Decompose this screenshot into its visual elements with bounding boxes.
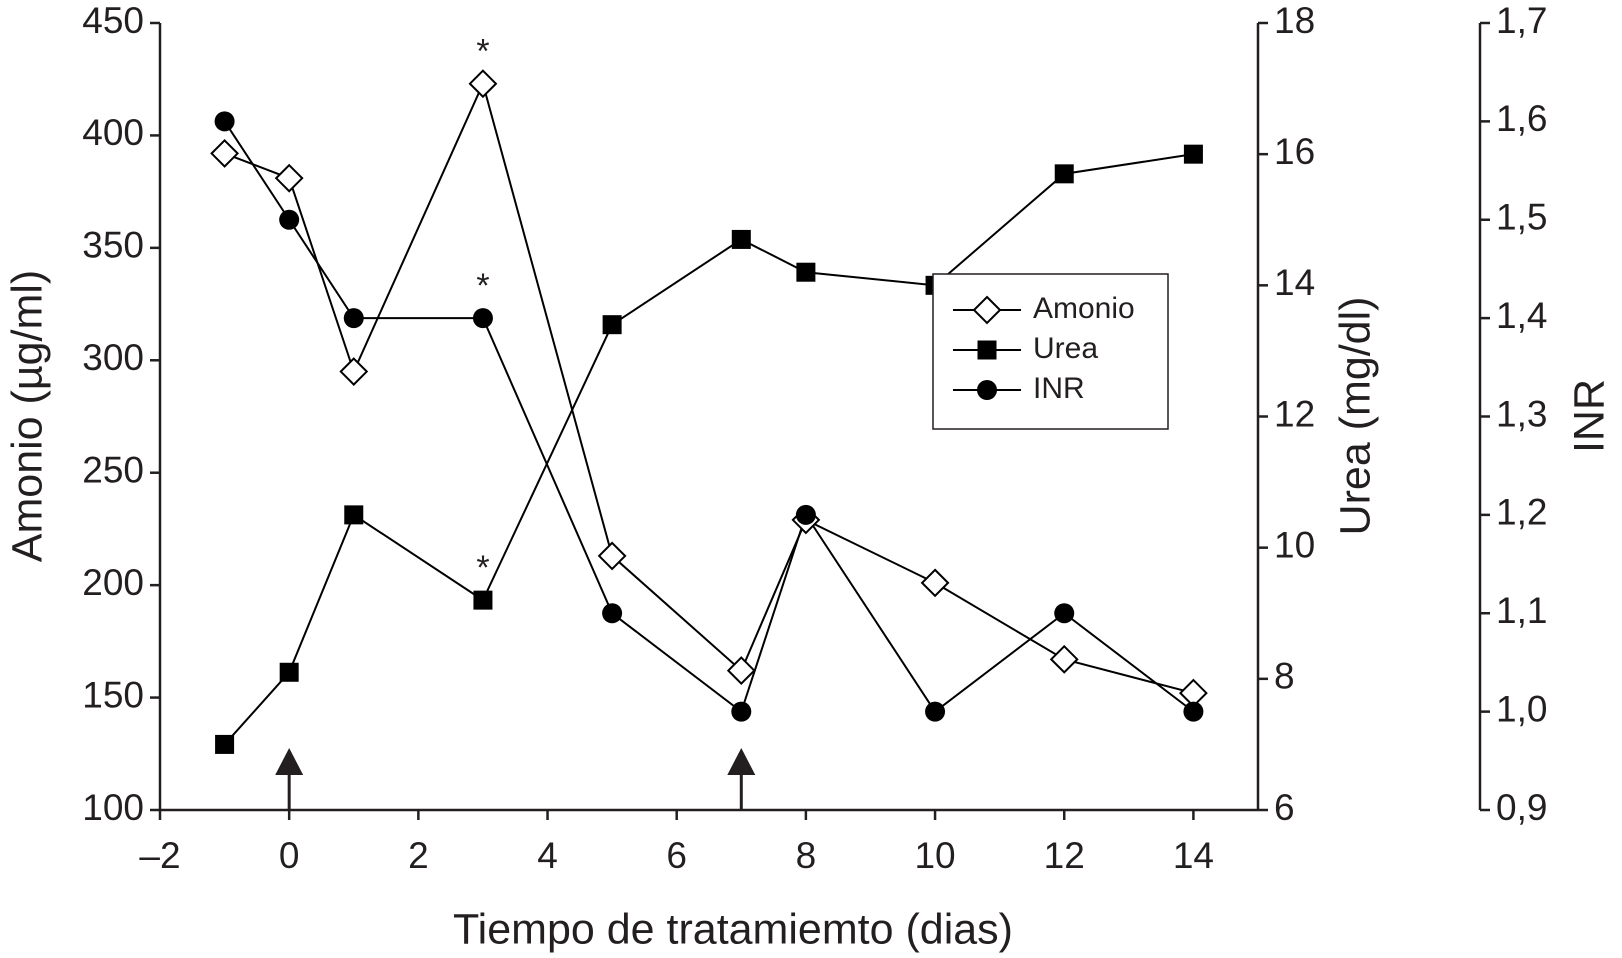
y3-tick-label: 1,3 <box>1496 393 1547 434</box>
marker <box>274 163 304 193</box>
marker <box>473 590 493 610</box>
series-line <box>223 120 1195 714</box>
legend-box <box>932 273 1169 430</box>
y-tick-label: 150 <box>82 674 144 715</box>
x-tick-label: 2 <box>408 835 429 876</box>
series-line <box>224 80 1194 695</box>
marker <box>1183 144 1203 164</box>
marker <box>215 734 235 754</box>
marker <box>210 139 240 168</box>
x-tick-label: 4 <box>537 835 558 876</box>
legend-marker <box>977 340 997 360</box>
y3-tick-label: 1,5 <box>1496 197 1547 238</box>
y3-tick-label: 1,1 <box>1496 590 1547 631</box>
y3-tick-label: 1,7 <box>1496 0 1547 41</box>
marker <box>468 69 498 99</box>
marker <box>726 656 756 686</box>
marker <box>597 541 627 571</box>
x-tick-label: 14 <box>1173 835 1214 876</box>
y3-tick-label: 1,6 <box>1496 98 1547 139</box>
legend-label: Urea <box>1033 332 1098 365</box>
y2-tick-label: 16 <box>1274 131 1315 172</box>
series-line <box>223 153 1194 746</box>
marker <box>796 262 816 282</box>
y2-axis-title: Urea (mg/dl) <box>1331 297 1379 536</box>
marker <box>602 603 623 624</box>
x-tick-label: 6 <box>666 835 687 876</box>
marker <box>344 505 364 525</box>
y2-tick-label: 18 <box>1274 0 1315 41</box>
marker <box>1183 701 1204 722</box>
y3-tick-label: 0,9 <box>1496 787 1547 828</box>
legend-marker <box>977 380 997 400</box>
x-tick-label: 8 <box>796 835 817 876</box>
y-tick-label: 100 <box>82 787 144 828</box>
marker <box>602 315 622 335</box>
y-tick-label: 450 <box>82 0 144 41</box>
annotation: * <box>476 549 489 587</box>
marker <box>339 357 369 386</box>
y2-tick-label: 12 <box>1274 393 1315 434</box>
marker <box>731 701 752 722</box>
marker <box>925 701 946 722</box>
y-axis-title: Amonio (µg/ml) <box>3 270 51 562</box>
y-tick-label: 350 <box>82 225 144 266</box>
y3-tick-label: 1,4 <box>1496 295 1547 336</box>
y-tick-label: 400 <box>82 112 144 153</box>
y2-tick-label: 14 <box>1274 262 1315 303</box>
marker <box>1054 164 1074 184</box>
annotation: * <box>476 267 489 305</box>
y2-tick-label: 10 <box>1274 524 1315 565</box>
marker <box>343 308 364 329</box>
marker <box>1049 644 1079 674</box>
legend-marker <box>972 295 1002 325</box>
x-tick-label: 12 <box>1044 835 1085 876</box>
legend-label: INR <box>1033 372 1085 405</box>
y-tick-label: 250 <box>82 449 144 490</box>
marker <box>472 308 493 329</box>
x-tick-label: –2 <box>139 835 180 876</box>
y-tick-label: 300 <box>82 337 144 378</box>
arrow-head <box>275 748 304 775</box>
y2-tick-label: 8 <box>1274 656 1295 697</box>
y3-tick-label: 1,0 <box>1496 688 1547 729</box>
y2-tick-label: 6 <box>1274 787 1295 828</box>
x-axis-title: Tiempo de tratamiemto (dias) <box>453 905 1013 953</box>
y3-tick-label: 1,2 <box>1496 492 1547 533</box>
arrow-head <box>727 748 756 775</box>
marker <box>1054 603 1075 624</box>
marker <box>279 209 300 230</box>
marker <box>920 568 950 598</box>
x-tick-label: 10 <box>914 835 955 876</box>
y3-axis-title: INR <box>1565 379 1613 453</box>
y-tick-label: 200 <box>82 562 144 603</box>
marker <box>795 504 816 525</box>
annotation: * <box>476 33 489 71</box>
marker <box>214 111 235 132</box>
marker <box>731 229 751 249</box>
legend-label: Amonio <box>1033 292 1135 325</box>
x-tick-label: 0 <box>279 835 300 876</box>
marker <box>279 662 299 682</box>
